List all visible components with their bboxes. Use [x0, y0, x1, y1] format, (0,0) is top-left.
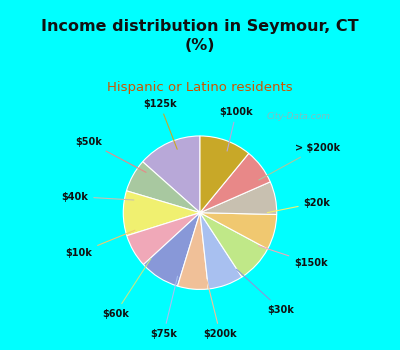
- Wedge shape: [143, 136, 200, 213]
- Text: City-Data.com: City-Data.com: [267, 112, 331, 121]
- Text: $125k: $125k: [143, 99, 177, 149]
- Wedge shape: [200, 136, 249, 213]
- Wedge shape: [200, 213, 277, 249]
- Text: $30k: $30k: [236, 269, 294, 315]
- Text: $10k: $10k: [66, 230, 135, 258]
- Text: $20k: $20k: [267, 198, 330, 213]
- Text: Income distribution in Seymour, CT
(%): Income distribution in Seymour, CT (%): [41, 19, 359, 52]
- Wedge shape: [127, 213, 200, 265]
- Wedge shape: [144, 213, 200, 286]
- Text: Hispanic or Latino residents: Hispanic or Latino residents: [107, 82, 293, 95]
- Wedge shape: [123, 191, 200, 236]
- Wedge shape: [200, 213, 268, 277]
- Wedge shape: [200, 182, 277, 215]
- Text: $100k: $100k: [220, 107, 253, 151]
- Text: > $200k: > $200k: [259, 143, 340, 180]
- Wedge shape: [200, 153, 270, 213]
- Text: $200k: $200k: [203, 280, 237, 339]
- Text: $60k: $60k: [102, 259, 151, 318]
- Text: $150k: $150k: [258, 246, 328, 268]
- Wedge shape: [178, 213, 208, 289]
- Text: $50k: $50k: [76, 137, 146, 172]
- Text: $75k: $75k: [150, 276, 178, 339]
- Text: $40k: $40k: [61, 191, 134, 202]
- Wedge shape: [200, 213, 242, 289]
- Wedge shape: [126, 162, 200, 213]
